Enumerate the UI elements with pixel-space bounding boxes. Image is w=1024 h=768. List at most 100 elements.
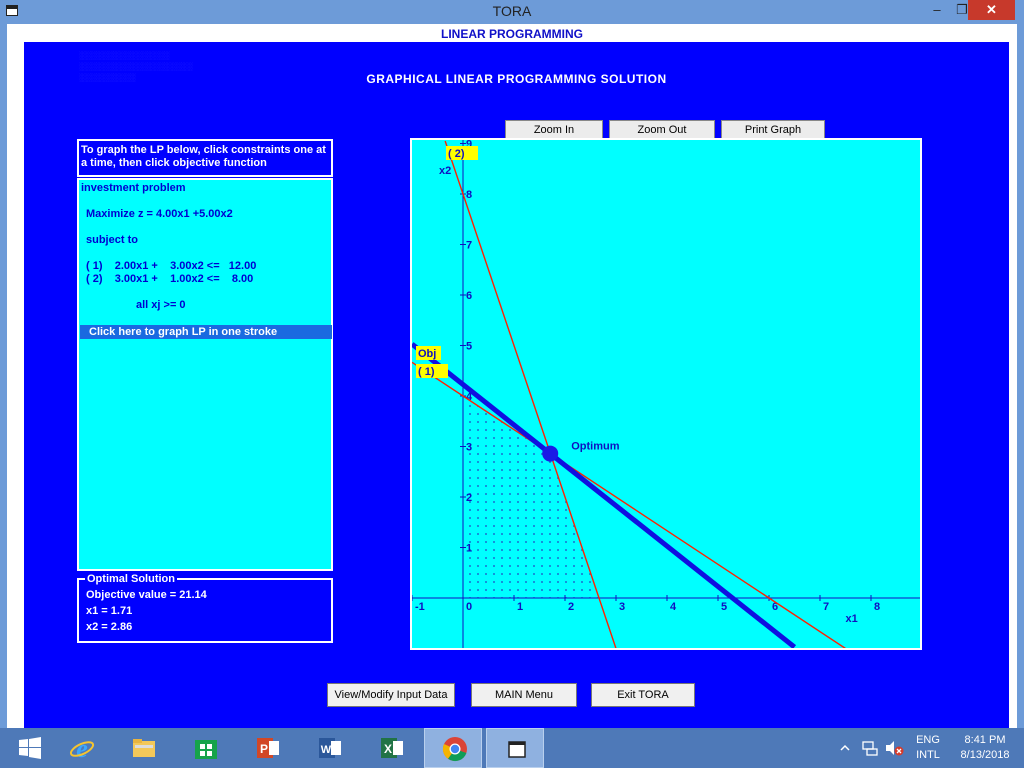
x2-value: x2 = 2.86 [86, 621, 133, 633]
y-axis-label: x2 [439, 165, 451, 177]
chrome-icon [442, 737, 467, 762]
y-tick-label: 1 [466, 543, 472, 555]
x-tick-label: 4 [670, 601, 677, 613]
objective-tag[interactable]: Obj [416, 346, 441, 360]
lp-graph-svg: -1 0 1 2 3 4 5 6 7 8 1 2 3 4 5 6 7 8 9 x1 x2 ( 2) Obj ( 1) Optim… [412, 140, 920, 648]
exit-tora-button[interactable]: Exit TORA [591, 683, 695, 707]
taskbar-store[interactable] [176, 728, 234, 768]
y-tick-label: 9 [466, 140, 472, 151]
start-button[interactable] [0, 728, 58, 768]
network-icon[interactable] [861, 739, 879, 757]
minimize-button[interactable]: – [933, 2, 941, 17]
constraint-1-tag-text: ( 1) [418, 366, 435, 378]
print-graph-button[interactable]: Print Graph [721, 120, 825, 140]
main-panel: ░░░░░░░░░░░░░░░░ ░░░░░░░░░░░░░░░░░░░░ ░░… [24, 42, 1009, 728]
windows-logo-icon [19, 737, 41, 759]
x-axis-label: x1 [846, 613, 858, 625]
y-tick-label: 7 [466, 240, 472, 252]
constraint-2-tag-bg [446, 146, 478, 160]
instructions-box: To graph the LP below, click constraints… [77, 139, 333, 177]
tora-window: TORA – ❐ ✕ LINEAR PROGRAMMING ░░░░░░░░░░… [0, 0, 1024, 728]
constraint-1-line [412, 361, 846, 648]
restore-button[interactable]: ❐ [956, 2, 968, 17]
objective-tag-text: Obj [418, 348, 436, 360]
store-icon [195, 740, 217, 759]
constraint-1-tag-bg [416, 364, 448, 378]
x-tick-label: 1 [517, 601, 523, 613]
constraint-1-tag[interactable]: ( 1) [416, 364, 448, 378]
x-tick-label: 6 [772, 601, 778, 613]
zoom-in-button[interactable]: Zoom In [505, 120, 603, 140]
lp-graph[interactable]: -1 0 1 2 3 4 5 6 7 8 1 2 3 4 5 6 7 8 9 x1 x2 ( 2) Obj ( 1) Optim… [410, 138, 922, 650]
taskbar-word[interactable]: W [300, 728, 358, 768]
show-hidden-icons-chevron-icon[interactable] [838, 741, 852, 755]
module-header: LINEAR PROGRAMMING [7, 24, 1017, 42]
constraint-2-tag[interactable]: ( 2) [446, 146, 478, 160]
close-button[interactable]: ✕ [968, 0, 1015, 20]
taskbar-powerpoint[interactable]: P [238, 728, 296, 768]
volume-muted-icon[interactable] [884, 739, 904, 757]
client-area: LINEAR PROGRAMMING ░░░░░░░░░░░░░░░░ ░░░░… [7, 24, 1017, 728]
objective-value: Objective value = 21.14 [86, 589, 207, 601]
system-clock[interactable]: 8:41 PM 8/13/2018 [950, 733, 1020, 763]
x1-value: x1 = 1.71 [86, 605, 133, 617]
x-tick-label: 2 [568, 601, 574, 613]
keyboard-layout: INTL [916, 749, 940, 761]
taskbar-chrome[interactable] [424, 728, 482, 768]
excel-icon: X [381, 738, 403, 758]
model-name: investment problem [81, 182, 186, 194]
objective-line [412, 342, 797, 648]
page-title: GRAPHICAL LINEAR PROGRAMMING SOLUTION [366, 72, 667, 86]
taskbar-tora[interactable] [486, 728, 544, 768]
solution-legend: Optimal Solution [85, 573, 177, 585]
x-tick-label: 8 [874, 601, 880, 613]
objective-tag-bg [416, 346, 441, 360]
svg-text:X: X [384, 742, 392, 756]
powerpoint-icon: P [257, 738, 279, 758]
taskbar-internet-explorer[interactable]: e [52, 728, 110, 768]
feasible-region [463, 396, 600, 598]
taskbar-excel[interactable]: X [362, 728, 420, 768]
clock-date: 8/13/2018 [960, 749, 1010, 761]
constraint-2-tag-text: ( 2) [448, 148, 465, 160]
constraint-2[interactable]: ( 2) 3.00x1 + 1.00x2 <= 8.00 [86, 273, 254, 285]
y-tick-label: 2 [466, 492, 472, 504]
optimum-label: Optimum [571, 441, 619, 453]
constraint-2-line [444, 140, 617, 648]
word-icon: W [319, 738, 341, 758]
y-tick-label: 4 [466, 391, 473, 403]
x-tick-label: 0 [466, 601, 472, 613]
x-tick-label: -1 [415, 601, 425, 613]
optimal-solution-box: Optimal Solution Objective value = 21.14… [77, 573, 333, 643]
internet-explorer-icon: e [69, 735, 95, 761]
app-window-icon [6, 5, 18, 16]
faint-background-text: ░░░░░░░░░░░░░░░░ ░░░░░░░░░░░░░░░░░░░░ ░░… [79, 51, 193, 82]
clock-time: 8:41 PM [964, 734, 1006, 746]
nonnegativity-label: all xj >= 0 [136, 299, 186, 311]
optimum-point [542, 445, 559, 462]
folder-icon [133, 739, 155, 757]
y-tick-label: 8 [466, 189, 472, 201]
main-menu-button[interactable]: MAIN Menu [471, 683, 577, 707]
language-code: ENG [916, 734, 940, 746]
zoom-out-button[interactable]: Zoom Out [609, 120, 715, 140]
y-tick-label: 6 [466, 290, 472, 302]
y-tick-label: 5 [466, 341, 472, 353]
objective-function[interactable]: Maximize z = 4.00x1 +5.00x2 [86, 208, 233, 220]
title-bar[interactable]: TORA – ❐ ✕ [0, 0, 1024, 24]
constraint-1[interactable]: ( 1) 2.00x1 + 3.00x2 <= 12.00 [86, 260, 257, 272]
view-modify-input-button[interactable]: View/Modify Input Data [327, 683, 455, 707]
svg-text:P: P [260, 742, 268, 756]
taskbar: e P W X [0, 728, 1024, 768]
svg-text:e: e [76, 735, 88, 761]
tora-window-icon [508, 741, 526, 758]
input-language-indicator[interactable]: ENG INTL [912, 733, 944, 763]
taskbar-file-explorer[interactable] [114, 728, 172, 768]
svg-text:W: W [321, 744, 332, 756]
graph-all-button[interactable]: Click here to graph LP in one stroke [80, 325, 332, 339]
subject-to-label: subject to [86, 234, 138, 246]
x-tick-label: 3 [619, 601, 625, 613]
y-tick-label: 3 [466, 442, 472, 454]
lp-model-panel: investment problem Maximize z = 4.00x1 +… [77, 178, 333, 571]
x-tick-label: 5 [721, 601, 727, 613]
